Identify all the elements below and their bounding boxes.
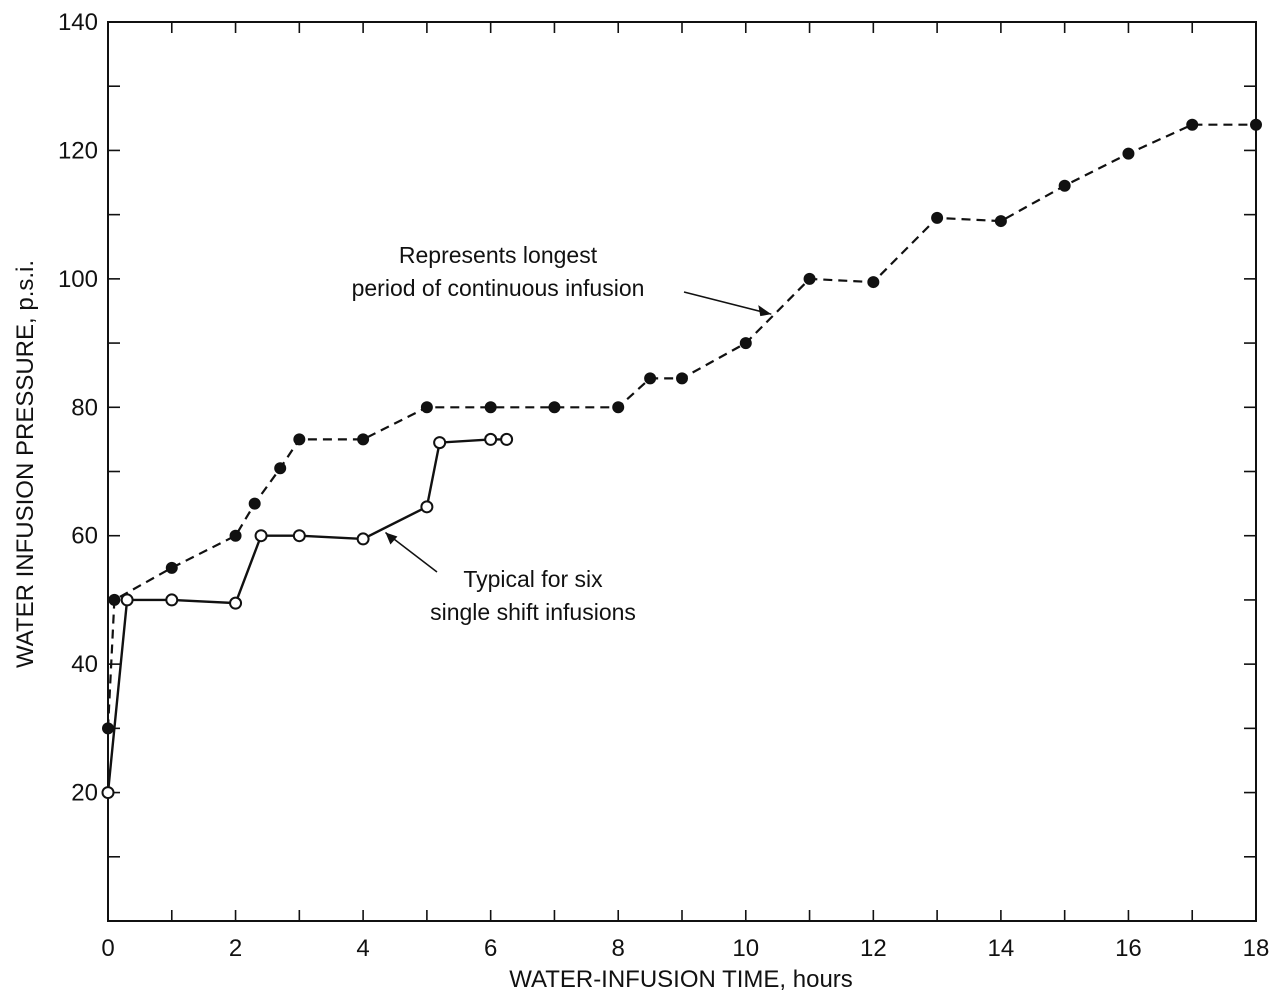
x-tick-label: 16 — [1115, 935, 1142, 962]
annotation-continuous-leader — [683, 291, 772, 315]
point-continuous — [248, 497, 261, 510]
y-tick-label: 40 — [71, 651, 98, 678]
point-continuous — [108, 593, 121, 606]
point-single-shift — [292, 529, 306, 543]
point-continuous — [1122, 147, 1135, 160]
y-tick-label: 60 — [71, 523, 98, 550]
x-axis-title: WATER-INFUSION TIME, hours — [509, 966, 853, 993]
point-single-shift — [356, 532, 370, 546]
x-tick-label: 0 — [101, 935, 114, 962]
annotation-continuous-text: period of continuous infusion — [352, 275, 645, 301]
point-continuous — [420, 401, 433, 414]
point-continuous — [1058, 179, 1071, 192]
point-single-shift — [120, 593, 134, 607]
x-tick-label: 12 — [860, 935, 887, 962]
x-tick-label: 6 — [484, 935, 497, 962]
point-single-shift — [484, 432, 498, 446]
y-axis-title: WATER INFUSION PRESSURE, p.s.i. — [12, 260, 39, 668]
annotations-group: Represents longest period of continuous i… — [352, 242, 772, 625]
point-continuous — [357, 433, 370, 446]
x-tick-label: 10 — [732, 935, 759, 962]
point-single-shift — [165, 593, 179, 607]
point-continuous — [612, 401, 625, 414]
point-single-shift — [433, 436, 447, 450]
x-tick-label: 8 — [612, 935, 625, 962]
point-single-shift — [254, 529, 268, 543]
point-continuous — [867, 276, 880, 289]
annotation-continuous-text: Represents longest — [399, 242, 598, 268]
point-continuous — [229, 529, 242, 542]
series-continuous-line — [106, 123, 1256, 729]
y-tick-label: 20 — [71, 780, 98, 807]
point-single-shift — [101, 786, 115, 800]
point-continuous — [1250, 118, 1262, 131]
x-tick-label: 14 — [988, 935, 1015, 962]
point-continuous — [102, 722, 114, 735]
annotation-continuous-arrowhead — [758, 305, 772, 317]
series-group — [101, 118, 1262, 800]
point-single-shift — [500, 432, 514, 446]
x-tick-label: 4 — [356, 935, 369, 962]
point-continuous — [548, 401, 561, 414]
y-tick-label: 80 — [71, 394, 98, 421]
point-continuous — [803, 272, 816, 285]
x-tick-label: 2 — [229, 935, 242, 962]
point-continuous — [274, 462, 287, 475]
axes-group: 0 2 4 6 8 10 12 14 16 18 20 40 60 80 100 120 140 — [58, 9, 1269, 962]
annotation-single-shift-text: single shift infusions — [430, 599, 636, 625]
annotation-single-shift-text: Typical for six — [463, 566, 603, 592]
point-continuous — [293, 433, 306, 446]
point-continuous — [676, 372, 688, 385]
annotation-single-shift-arrowhead — [385, 532, 398, 545]
point-single-shift — [229, 596, 243, 610]
point-continuous — [994, 215, 1007, 228]
y-tick-label: 140 — [58, 9, 98, 36]
point-continuous — [931, 211, 944, 224]
x-tick-label: 18 — [1243, 935, 1270, 962]
point-continuous — [644, 372, 657, 385]
y-tick-label: 120 — [58, 137, 98, 164]
y-tick-label: 100 — [58, 266, 98, 293]
point-continuous — [739, 337, 752, 350]
point-continuous — [1186, 118, 1199, 131]
point-single-shift — [420, 500, 434, 514]
point-continuous — [165, 561, 178, 574]
point-continuous — [484, 401, 497, 414]
